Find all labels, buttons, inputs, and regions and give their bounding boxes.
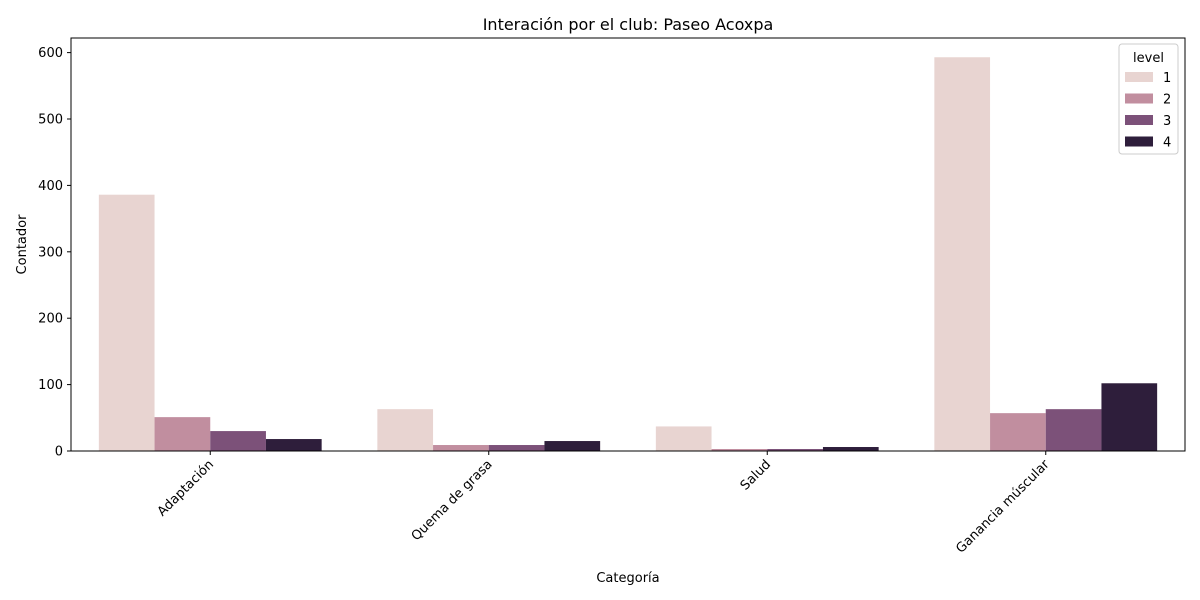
legend-swatch-2 [1125,93,1153,104]
legend-swatch-3 [1125,115,1153,125]
y-tick-label: 200 [38,312,63,327]
bar-4-4 [1101,383,1158,451]
x-tick-label: Quema de grasa [409,457,496,544]
bar-3-3 [767,449,823,451]
bar-1-4 [934,57,991,452]
bar-2-1 [154,417,211,451]
x-tick-label: Ganancia múscular [953,457,1053,557]
legend-label-2: 2 [1163,93,1171,108]
bars-group [98,57,1158,452]
legend: level 1 2 3 4 [1118,43,1179,155]
bar-3-1 [210,431,266,451]
bar-4-1 [265,439,322,451]
bar-3-2 [488,445,545,451]
bar-1-3 [655,426,712,451]
bar-3-4 [1045,409,1102,451]
bar-1-1 [98,194,155,451]
legend-title: level [1133,51,1164,66]
x-tick-label: Adaptación [155,457,217,519]
chart-title: Interación por el club: Paseo Acoxpa [483,15,774,34]
plot-frame [70,37,1186,452]
legend-swatch-1 [1125,72,1153,82]
y-tick-label: 300 [38,245,63,260]
x-axis-label: Categoría [596,571,659,586]
bar-2-4 [990,413,1046,451]
bar-2-3 [711,449,768,451]
y-tick-label: 100 [38,378,63,393]
bar-4-3 [822,447,879,451]
x-tick-label: Salud [738,457,774,493]
bar-1-2 [377,409,434,451]
y-tick-label: 500 [38,113,63,128]
bar-4-2 [544,441,601,451]
y-tick-label: 600 [38,46,63,61]
legend-swatch-4 [1125,136,1153,147]
bar-2-2 [433,445,489,451]
legend-label-3: 3 [1163,114,1171,129]
axes-group: 0 100 200 300 400 500 600 Adaptación Quema de gr… [38,37,1186,557]
y-tick-label: 0 [55,445,63,460]
y-axis-label: Contador [15,214,30,275]
legend-label-1: 1 [1163,71,1171,86]
legend-label-4: 4 [1163,136,1171,151]
y-tick-label: 400 [38,179,63,194]
